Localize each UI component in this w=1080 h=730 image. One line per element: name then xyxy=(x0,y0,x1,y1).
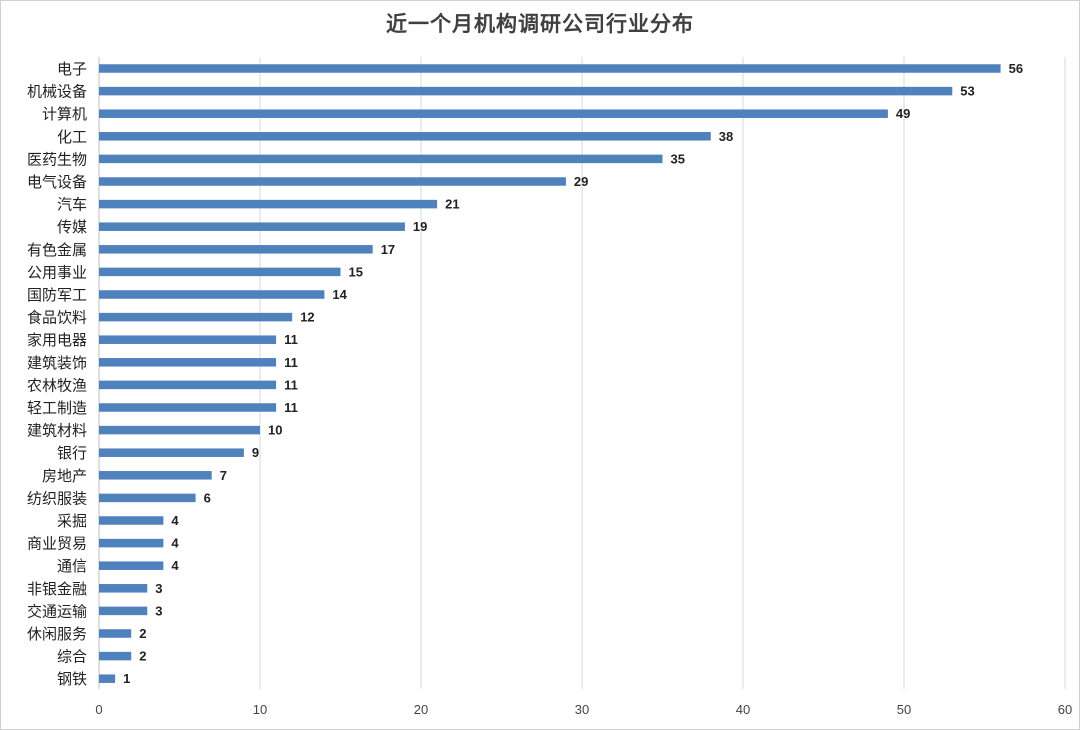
bar xyxy=(99,606,148,616)
category-label: 计算机 xyxy=(42,105,87,123)
value-label: 12 xyxy=(300,310,314,325)
chart-title: 近一个月机构调研公司行业分布 xyxy=(386,11,694,36)
bar xyxy=(99,222,405,231)
bar xyxy=(99,403,277,412)
bar xyxy=(99,267,341,277)
category-label: 综合 xyxy=(57,648,87,666)
bar xyxy=(99,109,888,118)
bar xyxy=(99,380,277,390)
value-label: 14 xyxy=(332,287,347,302)
category-label: 商业贸易 xyxy=(27,535,87,553)
bar xyxy=(99,177,566,186)
category-label: 电子 xyxy=(57,60,87,78)
bar xyxy=(99,86,953,96)
value-label: 11 xyxy=(284,332,298,347)
category-label: 化工 xyxy=(57,128,87,146)
value-label: 15 xyxy=(349,264,363,279)
x-tick-label: 0 xyxy=(95,702,102,717)
bar-layer xyxy=(99,64,1001,683)
category-label: 银行 xyxy=(57,444,87,462)
category-label: 非银金融 xyxy=(27,580,87,598)
category-label: 国防军工 xyxy=(27,286,87,304)
category-label: 有色金属 xyxy=(27,241,87,259)
category-label: 通信 xyxy=(57,557,87,575)
bar xyxy=(99,651,132,661)
category-label: 采掘 xyxy=(57,512,87,530)
value-label: 56 xyxy=(1009,61,1023,76)
x-tick-label: 20 xyxy=(414,702,428,717)
x-tick-label: 40 xyxy=(736,702,750,717)
value-label: 3 xyxy=(155,603,162,618)
category-label: 医药生物 xyxy=(27,150,87,168)
value-label: 2 xyxy=(139,649,146,664)
category-label: 机械设备 xyxy=(27,83,87,101)
bar xyxy=(99,584,148,593)
value-label: 17 xyxy=(381,242,395,257)
value-label: 2 xyxy=(139,626,146,641)
bar xyxy=(99,245,373,254)
value-label: 11 xyxy=(284,377,298,392)
bar xyxy=(99,674,116,683)
category-label: 传媒 xyxy=(57,218,87,236)
x-tick-label: 60 xyxy=(1058,702,1072,717)
bar xyxy=(99,629,132,638)
category-label: 房地产 xyxy=(42,467,87,485)
value-label: 38 xyxy=(719,129,733,144)
bar xyxy=(99,154,663,164)
grid-layer xyxy=(98,57,1066,689)
category-label: 钢铁 xyxy=(57,670,87,688)
category-label: 家用电器 xyxy=(27,331,87,349)
bar xyxy=(99,471,212,480)
bar xyxy=(99,516,164,525)
bar xyxy=(99,64,1001,73)
value-label: 3 xyxy=(155,581,162,596)
category-label: 电气设备 xyxy=(27,173,87,191)
bar xyxy=(99,358,277,367)
value-label: 11 xyxy=(284,400,298,415)
bar xyxy=(99,312,293,322)
category-label: 轻工制造 xyxy=(27,399,87,417)
category-label: 公用事业 xyxy=(27,263,87,281)
category-label: 纺织服装 xyxy=(27,489,87,507)
value-label: 4 xyxy=(171,558,179,573)
x-tick-label: 30 xyxy=(575,702,589,717)
value-label: 29 xyxy=(574,174,588,189)
category-label: 汽车 xyxy=(57,196,87,214)
bar xyxy=(99,493,196,503)
value-label: 21 xyxy=(445,197,459,212)
value-label: 35 xyxy=(671,151,685,166)
value-label: 1 xyxy=(123,671,130,686)
value-label: 49 xyxy=(896,106,910,121)
bar xyxy=(99,132,711,141)
category-label: 农林牧渔 xyxy=(27,376,87,394)
bar xyxy=(99,538,164,548)
value-label: 9 xyxy=(252,445,259,460)
value-label: 4 xyxy=(171,536,179,551)
value-label: 11 xyxy=(284,355,298,370)
bar xyxy=(99,425,260,435)
category-label: 建筑材料 xyxy=(27,422,87,440)
value-label: 10 xyxy=(268,423,282,438)
value-label: 4 xyxy=(171,513,179,528)
x-tick-label: 10 xyxy=(253,702,267,717)
bar xyxy=(99,290,325,299)
value-label: 19 xyxy=(413,219,427,234)
value-label: 6 xyxy=(204,490,211,505)
category-label: 交通运输 xyxy=(27,602,87,620)
bar xyxy=(99,335,277,344)
category-label: 食品饮料 xyxy=(27,309,87,327)
category-label: 建筑装饰 xyxy=(27,354,87,372)
bar xyxy=(99,561,164,570)
value-label: 53 xyxy=(960,84,974,99)
bar xyxy=(99,199,438,209)
x-tick-label: 50 xyxy=(897,702,911,717)
value-label: 7 xyxy=(220,468,227,483)
category-label: 休闲服务 xyxy=(27,625,87,643)
bar xyxy=(99,448,244,457)
